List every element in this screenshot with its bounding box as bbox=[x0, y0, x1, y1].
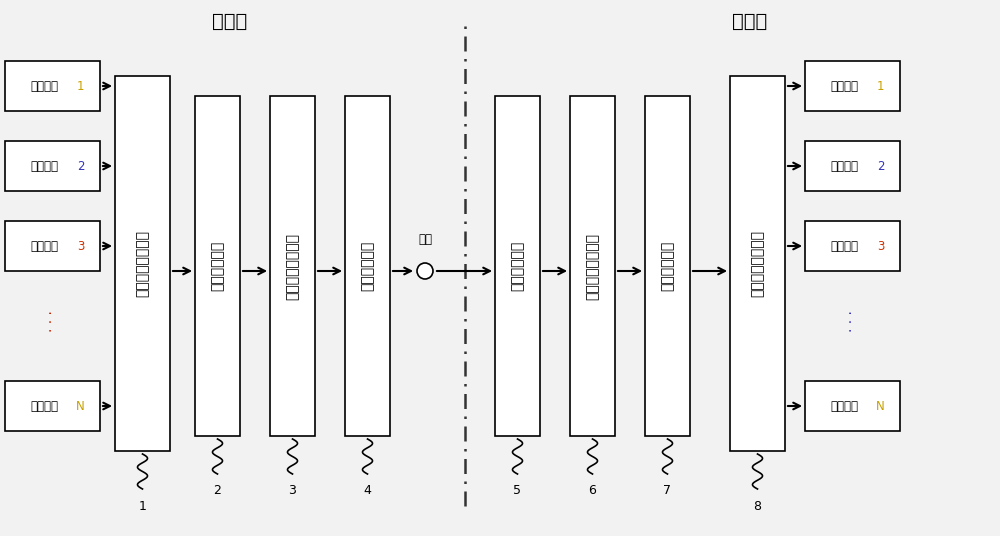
Text: 数据解包单元: 数据解包单元 bbox=[660, 241, 674, 291]
Text: N: N bbox=[76, 399, 85, 413]
Bar bbox=[805, 221, 900, 271]
Text: 线圈通道: 线圈通道 bbox=[30, 399, 58, 413]
Text: 1: 1 bbox=[77, 79, 84, 93]
Text: 2: 2 bbox=[214, 485, 221, 497]
Bar bbox=[730, 76, 785, 451]
Text: 数据封装单元: 数据封装单元 bbox=[210, 241, 224, 291]
Bar bbox=[570, 96, 615, 436]
Bar bbox=[805, 381, 900, 431]
Text: 6: 6 bbox=[589, 485, 596, 497]
Text: 3: 3 bbox=[289, 485, 296, 497]
Circle shape bbox=[417, 263, 433, 279]
Text: 线圈通道: 线圈通道 bbox=[830, 79, 858, 93]
Bar bbox=[5, 221, 100, 271]
Bar bbox=[195, 96, 240, 436]
Text: 光纤: 光纤 bbox=[418, 233, 432, 246]
Text: 高速串行接收单元: 高速串行接收单元 bbox=[586, 233, 600, 300]
Text: 多路数据复用单元: 多路数据复用单元 bbox=[136, 230, 150, 297]
Text: 1: 1 bbox=[139, 500, 146, 512]
Text: 线圈通道: 线圈通道 bbox=[830, 399, 858, 413]
Text: 3: 3 bbox=[877, 240, 884, 252]
Text: 接收端: 接收端 bbox=[732, 11, 768, 31]
Text: · · ·: · · · bbox=[846, 310, 860, 332]
Text: 线圈通道: 线圈通道 bbox=[30, 160, 58, 173]
Bar bbox=[805, 61, 900, 111]
Text: 1: 1 bbox=[877, 79, 884, 93]
Bar bbox=[645, 96, 690, 436]
Text: 多路数据分接单元: 多路数据分接单元 bbox=[750, 230, 765, 297]
Bar bbox=[5, 381, 100, 431]
Text: 7: 7 bbox=[664, 485, 672, 497]
Text: 发送端: 发送端 bbox=[212, 11, 248, 31]
Bar bbox=[345, 96, 390, 436]
Text: 8: 8 bbox=[754, 500, 762, 512]
Bar bbox=[5, 141, 100, 191]
Text: 高速串行发送单元: 高速串行发送单元 bbox=[286, 233, 300, 300]
Text: 光纤接收单元: 光纤接收单元 bbox=[511, 241, 524, 291]
Text: 3: 3 bbox=[77, 240, 84, 252]
Bar bbox=[115, 76, 170, 451]
Bar bbox=[270, 96, 315, 436]
Text: 5: 5 bbox=[514, 485, 522, 497]
Bar bbox=[5, 61, 100, 111]
Text: 线圈通道: 线圈通道 bbox=[30, 240, 58, 252]
Text: 光纤发送单元: 光纤发送单元 bbox=[360, 241, 374, 291]
Bar bbox=[495, 96, 540, 436]
Text: N: N bbox=[876, 399, 885, 413]
Text: 2: 2 bbox=[877, 160, 884, 173]
Text: 4: 4 bbox=[364, 485, 371, 497]
Text: 2: 2 bbox=[77, 160, 84, 173]
Text: 线圈通道: 线圈通道 bbox=[30, 79, 58, 93]
Bar bbox=[805, 141, 900, 191]
Text: 线圈通道: 线圈通道 bbox=[830, 160, 858, 173]
Text: 线圈通道: 线圈通道 bbox=[830, 240, 858, 252]
Text: · · ·: · · · bbox=[46, 310, 60, 332]
